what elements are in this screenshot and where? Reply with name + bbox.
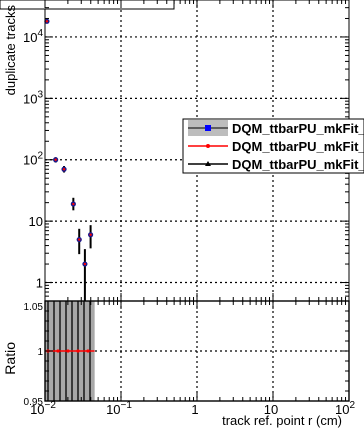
data-point-overlay: [89, 233, 92, 236]
x-tick-label: 10−1: [106, 400, 132, 417]
grid-bottom: [45, 301, 349, 401]
legend-marker-circle: [206, 144, 210, 148]
x-tick-label: 10: [264, 402, 278, 417]
ratio-tick-label: 1: [37, 347, 43, 358]
legend-entry-1: DQM_ttbarPU_mkFit_5: [188, 120, 364, 136]
data-point-overlay: [45, 20, 49, 23]
ratio-point: [66, 349, 70, 353]
legend: DQM_ttbarPU_mkFit_5 DQM_ttbarPU_mkFit_5 …: [182, 118, 364, 174]
data-point-overlay: [62, 168, 66, 171]
legend-label: DQM_ttbarPU_mkFit_5: [232, 157, 364, 172]
ratio-point: [76, 349, 80, 353]
data-point-overlay: [54, 158, 57, 161]
ratio-point: [56, 349, 60, 353]
y-tick-label: 10: [29, 214, 43, 229]
axis-ticks: [44, 0, 349, 402]
legend-entry-3: DQM_ttbarPU_mkFit_5: [188, 157, 364, 172]
legend-label: DQM_ttbarPU_mkFit_5: [232, 121, 364, 136]
x-axis-label: track ref. point r (cm): [222, 413, 342, 428]
y-tick-label: 102: [23, 151, 43, 168]
ratio-point: [86, 349, 90, 353]
y-tick-label: 104: [23, 28, 43, 45]
y-axis-label-ratio: Ratio: [2, 342, 18, 375]
title-box: [0, 0, 175, 10]
ratio-band: [45, 301, 95, 401]
x-tick-label: 10−2: [30, 400, 56, 417]
data-point-overlay: [83, 262, 87, 266]
y-tick-label: 1: [36, 276, 43, 291]
y-axis-label-top: duplicate tracks: [3, 5, 18, 96]
data-points: [44, 18, 94, 301]
ratio-tick-label: 0.95: [24, 397, 44, 408]
legend-entry-2: DQM_ttbarPU_mkFit_5: [188, 139, 364, 154]
legend-marker-square: [205, 125, 211, 131]
data-point-overlay: [72, 202, 75, 206]
ratio-tick-label: 1.05: [24, 302, 44, 313]
data-point-overlay: [78, 238, 81, 241]
x-tick-label: 1: [191, 402, 198, 417]
legend-marker-triangle: [205, 161, 211, 166]
tick-labels: 1 10 102 103 104 10−2 10−1 1 10 102 0.95 1 1.05: [23, 28, 355, 417]
y-tick-label: 103: [23, 89, 43, 106]
legend-label: DQM_ttbarPU_mkFit_5: [232, 139, 364, 154]
x-tick-label: 102: [335, 400, 355, 417]
